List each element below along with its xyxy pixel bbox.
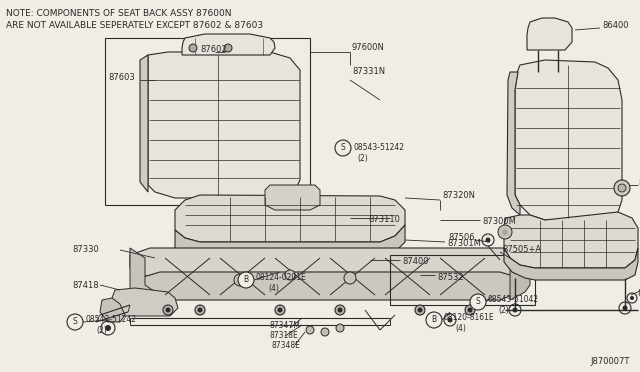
Text: J870007T: J870007T <box>591 357 630 366</box>
Circle shape <box>447 317 452 323</box>
Polygon shape <box>265 185 320 210</box>
Circle shape <box>337 308 342 312</box>
Circle shape <box>321 328 329 336</box>
Text: 87418: 87418 <box>72 282 99 291</box>
Circle shape <box>465 305 475 315</box>
Circle shape <box>467 308 472 312</box>
Text: S: S <box>340 144 346 153</box>
Text: 87506: 87506 <box>448 234 475 243</box>
Text: 87603: 87603 <box>108 74 135 83</box>
Circle shape <box>105 325 111 331</box>
Text: 08120-8161E: 08120-8161E <box>444 314 495 323</box>
Text: 873110: 873110 <box>368 215 400 224</box>
Text: 87532: 87532 <box>437 273 463 282</box>
Text: (2): (2) <box>96 326 107 334</box>
Text: (2): (2) <box>498 305 509 314</box>
Text: 87505: 87505 <box>638 179 640 187</box>
Text: (4): (4) <box>455 324 466 333</box>
Text: 87501A: 87501A <box>637 289 640 298</box>
Circle shape <box>67 314 83 330</box>
Text: (4): (4) <box>268 283 279 292</box>
Polygon shape <box>100 298 125 322</box>
Text: 87602: 87602 <box>200 45 227 55</box>
Polygon shape <box>130 248 530 278</box>
Circle shape <box>486 237 490 243</box>
Text: 08543-51042: 08543-51042 <box>488 295 539 305</box>
Polygon shape <box>112 288 178 316</box>
Text: 08124-0201E: 08124-0201E <box>256 273 307 282</box>
Circle shape <box>166 308 170 312</box>
Text: B: B <box>243 276 248 285</box>
Text: 87330: 87330 <box>72 246 99 254</box>
Polygon shape <box>510 248 530 300</box>
Text: (2): (2) <box>357 154 368 163</box>
Text: 87505+A: 87505+A <box>502 246 541 254</box>
Text: 97600N: 97600N <box>352 44 385 52</box>
Circle shape <box>614 180 630 196</box>
Polygon shape <box>507 72 520 215</box>
Text: NOTE: COMPONENTS OF SEAT BACK ASSY 87600N: NOTE: COMPONENTS OF SEAT BACK ASSY 87600… <box>6 10 232 19</box>
Circle shape <box>306 326 314 334</box>
Text: 87318E: 87318E <box>270 330 299 340</box>
Text: B: B <box>431 315 436 324</box>
Circle shape <box>336 324 344 332</box>
Polygon shape <box>527 18 572 50</box>
Circle shape <box>275 305 285 315</box>
Text: 87400: 87400 <box>402 257 429 266</box>
Polygon shape <box>182 34 275 55</box>
Circle shape <box>285 270 295 280</box>
Text: ARE NOT AVAILABLE SEPERATELY EXCEPT 87602 & 87603: ARE NOT AVAILABLE SEPERATELY EXCEPT 8760… <box>6 22 263 31</box>
Circle shape <box>344 272 356 284</box>
Polygon shape <box>140 55 148 192</box>
Text: 08543-51242: 08543-51242 <box>85 315 136 324</box>
Polygon shape <box>504 212 638 268</box>
Circle shape <box>195 305 205 315</box>
Circle shape <box>630 296 634 300</box>
Polygon shape <box>130 248 160 310</box>
Polygon shape <box>515 60 622 220</box>
Text: 87300M: 87300M <box>482 218 516 227</box>
Text: 87348E: 87348E <box>272 340 301 350</box>
Polygon shape <box>175 225 405 258</box>
Circle shape <box>335 140 351 156</box>
Circle shape <box>238 272 254 288</box>
Text: 08543-51242: 08543-51242 <box>353 144 404 153</box>
Polygon shape <box>504 248 638 280</box>
Circle shape <box>623 305 627 311</box>
Polygon shape <box>148 52 300 198</box>
Circle shape <box>415 305 425 315</box>
Circle shape <box>335 305 345 315</box>
Polygon shape <box>140 272 520 300</box>
Text: 87331N: 87331N <box>352 67 385 77</box>
Circle shape <box>163 305 173 315</box>
Circle shape <box>498 225 512 239</box>
Polygon shape <box>175 195 405 242</box>
Circle shape <box>470 294 486 310</box>
Circle shape <box>224 44 232 52</box>
Circle shape <box>513 308 518 312</box>
Circle shape <box>502 229 508 235</box>
Text: S: S <box>72 317 77 327</box>
Text: 87347M: 87347M <box>270 321 301 330</box>
Circle shape <box>234 274 246 286</box>
Circle shape <box>417 308 422 312</box>
Circle shape <box>426 312 442 328</box>
Circle shape <box>189 44 197 52</box>
Circle shape <box>278 308 282 312</box>
Text: S: S <box>476 298 481 307</box>
Text: 87301M: 87301M <box>447 240 481 248</box>
Text: 87320N: 87320N <box>442 192 475 201</box>
Circle shape <box>618 184 626 192</box>
Text: 86400: 86400 <box>602 22 628 31</box>
Circle shape <box>198 308 202 312</box>
